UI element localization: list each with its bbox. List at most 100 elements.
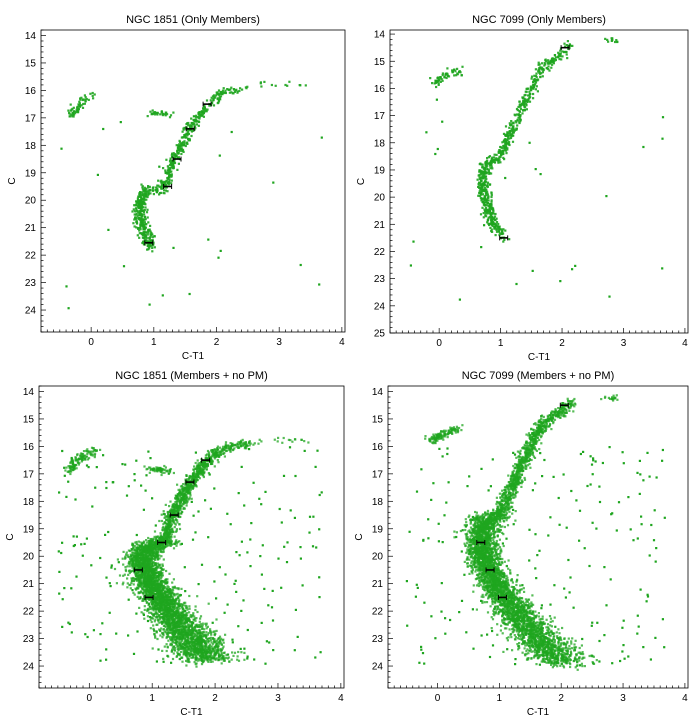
data-point — [497, 161, 500, 164]
data-point — [188, 653, 191, 656]
data-point — [147, 583, 151, 586]
data-point — [144, 226, 147, 229]
data-point — [507, 142, 510, 145]
data-point — [152, 561, 155, 564]
data-point — [191, 122, 194, 125]
data-point — [160, 616, 163, 619]
y-axis-label: C — [356, 178, 367, 185]
data-point — [498, 225, 501, 228]
data-point — [173, 600, 177, 603]
data-point — [140, 561, 143, 564]
data-point — [544, 63, 547, 66]
data-point — [200, 632, 203, 635]
data-point — [162, 191, 165, 195]
data-point — [484, 169, 487, 172]
data-point — [181, 625, 184, 628]
data-point — [502, 150, 505, 153]
data-point — [189, 125, 192, 128]
data-point — [435, 98, 438, 101]
data-point — [318, 283, 321, 286]
data-point — [175, 598, 178, 602]
data-point — [532, 92, 535, 96]
data-point — [491, 221, 494, 224]
data-point — [193, 615, 196, 618]
data-point — [143, 605, 146, 608]
data-point — [144, 240, 147, 243]
y-tick-label: 15 — [25, 58, 37, 69]
data-point — [189, 640, 192, 643]
data-point — [188, 611, 191, 614]
data-point — [481, 190, 484, 193]
data-point — [205, 656, 208, 659]
data-point — [488, 208, 491, 211]
data-point — [217, 647, 220, 651]
data-point — [184, 641, 187, 644]
data-point — [172, 547, 176, 550]
data-point — [484, 197, 487, 200]
data-point — [169, 592, 172, 595]
data-point — [195, 623, 198, 626]
data-point — [219, 98, 222, 101]
data-point — [488, 164, 491, 167]
data-point — [69, 103, 72, 106]
data-point — [532, 97, 535, 100]
data-point — [67, 109, 70, 112]
data-point — [183, 643, 186, 646]
data-point — [166, 113, 169, 116]
data-point — [173, 629, 176, 632]
y-tick-label: 15 — [374, 57, 386, 68]
data-point — [143, 186, 146, 189]
data-point — [218, 635, 222, 638]
data-point — [148, 576, 151, 579]
data-point — [222, 87, 225, 90]
data-point — [224, 89, 227, 92]
data-point — [203, 656, 206, 660]
data-point — [553, 54, 557, 57]
data-point — [171, 581, 174, 584]
data-point — [125, 551, 128, 554]
data-point — [189, 614, 192, 617]
data-point — [196, 625, 199, 628]
data-point — [260, 85, 263, 88]
data-point — [165, 636, 168, 640]
data-point — [525, 108, 528, 111]
data-point — [492, 160, 495, 163]
data-point — [194, 663, 197, 666]
data-point — [148, 303, 151, 306]
data-point — [484, 189, 487, 192]
data-point — [523, 97, 526, 100]
data-point — [168, 572, 171, 575]
data-point — [165, 635, 168, 638]
data-point — [220, 92, 223, 95]
data-point — [126, 577, 129, 580]
data-point — [68, 112, 71, 115]
data-point — [166, 190, 169, 193]
data-point — [145, 198, 148, 201]
data-point — [137, 546, 140, 550]
data-point — [482, 176, 485, 179]
data-point — [451, 69, 454, 72]
data-point — [145, 539, 148, 542]
data-point — [188, 594, 191, 598]
data-point — [144, 552, 147, 555]
data-point — [511, 128, 514, 131]
data-point — [230, 86, 233, 89]
data-point — [155, 597, 158, 600]
data-point — [191, 642, 194, 645]
data-point — [495, 230, 499, 233]
data-point — [133, 564, 136, 567]
data-point — [142, 577, 145, 580]
data-point — [70, 113, 73, 116]
data-point — [198, 623, 201, 627]
data-point — [135, 200, 138, 203]
y-tick-label: 17 — [374, 111, 386, 122]
data-point — [134, 573, 137, 576]
data-point — [159, 608, 162, 611]
data-point — [186, 134, 189, 137]
data-point — [508, 140, 511, 143]
data-point — [168, 590, 171, 593]
data-point — [528, 141, 531, 144]
data-point — [150, 597, 153, 600]
data-point — [560, 58, 563, 61]
